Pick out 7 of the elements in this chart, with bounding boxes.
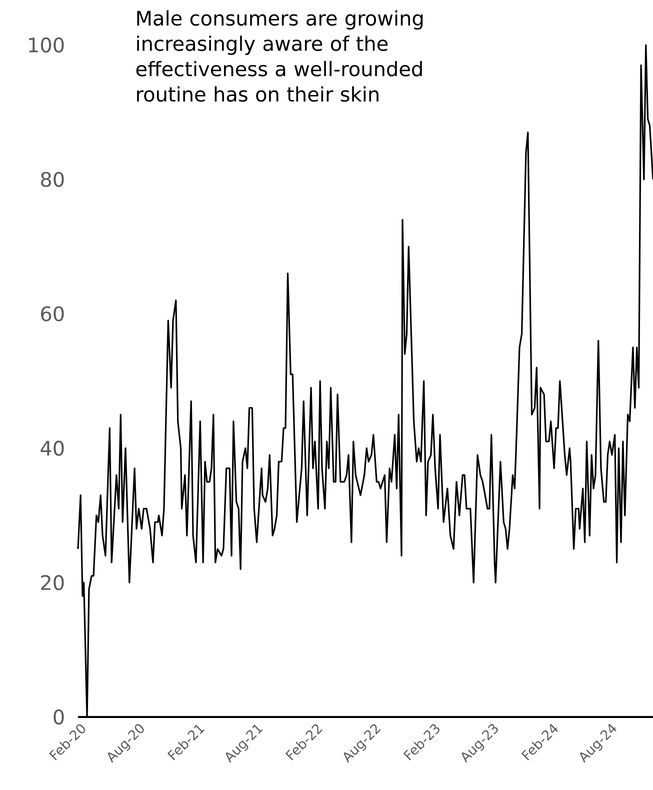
y-tick-label: 20 xyxy=(41,575,64,590)
y-tick-label: 60 xyxy=(41,306,64,322)
chart-title: Male consumers are growing increasingly aware of the effectiveness a well-rounded routine has on their skin xyxy=(136,10,423,102)
y-tick-label: 40 xyxy=(40,440,64,456)
y-tick-label: 0 xyxy=(54,709,64,725)
y-tick-label: 80 xyxy=(41,172,64,187)
y-tick-label: 100 xyxy=(29,37,64,53)
